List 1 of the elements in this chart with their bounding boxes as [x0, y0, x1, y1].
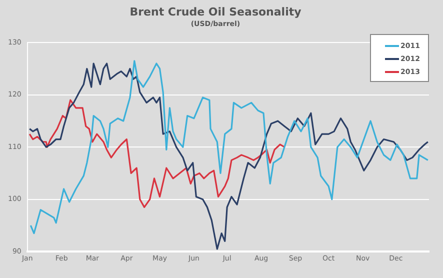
chart-title: Brent Crude Oil Seasonality [130, 5, 302, 18]
